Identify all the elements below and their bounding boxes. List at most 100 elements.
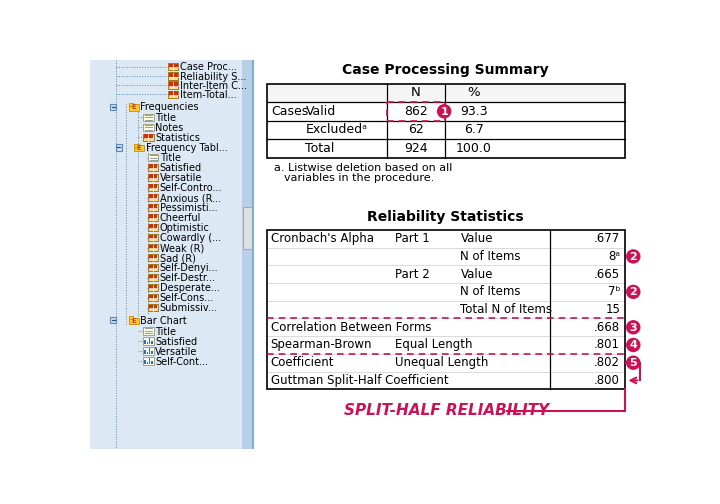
Bar: [143, 134, 153, 141]
Bar: [129, 318, 139, 324]
Text: Part 1: Part 1: [395, 232, 429, 245]
Bar: [169, 73, 178, 78]
Text: Self-Destr...: Self-Destr...: [160, 273, 216, 283]
Circle shape: [627, 286, 639, 298]
Bar: [110, 104, 117, 110]
Text: 862: 862: [404, 105, 428, 118]
Bar: [168, 81, 179, 89]
Text: %: %: [468, 86, 480, 99]
Text: Value: Value: [461, 232, 493, 245]
Text: Satisfied: Satisfied: [155, 337, 197, 347]
Bar: [148, 154, 158, 161]
Text: Correlation Between Forms: Correlation Between Forms: [271, 321, 431, 334]
Bar: [168, 91, 179, 98]
Text: E: E: [131, 318, 136, 324]
Text: N of Items: N of Items: [461, 285, 521, 298]
Text: Guttman Split-Half Coefficient: Guttman Split-Half Coefficient: [271, 374, 448, 387]
Text: Self-Denyi...: Self-Denyi...: [160, 264, 218, 273]
Bar: [149, 244, 158, 249]
Bar: [110, 317, 117, 323]
Bar: [169, 91, 178, 96]
Bar: [149, 275, 158, 279]
Text: Cases: Cases: [271, 105, 309, 118]
Text: 62: 62: [408, 123, 424, 136]
Bar: [243, 207, 252, 249]
Bar: [143, 113, 153, 121]
Bar: [149, 215, 158, 219]
Bar: [149, 234, 158, 239]
Text: 15: 15: [606, 303, 620, 316]
Bar: [266, 230, 625, 389]
Bar: [129, 104, 139, 110]
Text: 100.0: 100.0: [456, 142, 492, 155]
Text: 6.7: 6.7: [464, 123, 484, 136]
Text: Coefficient: Coefficient: [271, 356, 334, 369]
Text: .668: .668: [594, 321, 620, 334]
Bar: [151, 351, 153, 354]
Bar: [387, 102, 445, 120]
Bar: [151, 341, 153, 344]
Text: Bar Chart: Bar Chart: [140, 316, 187, 326]
Bar: [266, 84, 625, 157]
Text: E: E: [137, 145, 141, 151]
Text: Item-Total...: Item-Total...: [180, 90, 237, 100]
Text: variables in the procedure.: variables in the procedure.: [284, 173, 434, 183]
Text: Statistics: Statistics: [155, 133, 200, 143]
Bar: [168, 72, 179, 80]
Text: N: N: [411, 86, 420, 99]
Bar: [148, 214, 158, 221]
Bar: [148, 254, 158, 262]
Bar: [144, 340, 145, 344]
Bar: [148, 194, 158, 202]
Bar: [148, 294, 158, 301]
Text: Self-Contro...: Self-Contro...: [160, 183, 222, 194]
Text: Valid: Valid: [305, 105, 336, 118]
Bar: [134, 145, 144, 151]
Bar: [143, 327, 153, 335]
Circle shape: [627, 356, 639, 369]
Circle shape: [627, 339, 639, 351]
Text: Case Proc...: Case Proc...: [180, 62, 237, 73]
Text: 93.3: 93.3: [460, 105, 488, 118]
Text: .800: .800: [594, 374, 620, 387]
Bar: [147, 361, 148, 364]
Text: Cowardly (...: Cowardly (...: [160, 233, 221, 243]
Bar: [148, 183, 158, 192]
Bar: [149, 174, 158, 179]
Bar: [149, 339, 150, 344]
Text: Notes: Notes: [155, 123, 184, 133]
Text: 1: 1: [441, 107, 448, 117]
Text: Equal Length: Equal Length: [395, 339, 472, 351]
Bar: [149, 184, 158, 189]
Bar: [144, 135, 153, 139]
Bar: [148, 304, 158, 311]
Bar: [149, 164, 158, 169]
Text: Cheerful: Cheerful: [160, 213, 201, 223]
Text: Desperate...: Desperate...: [160, 283, 220, 293]
Text: .665: .665: [594, 268, 620, 281]
Bar: [242, 60, 253, 449]
Bar: [149, 285, 158, 289]
Bar: [134, 144, 139, 147]
Text: Versatile: Versatile: [160, 173, 202, 183]
Text: Reliability Statistics: Reliability Statistics: [367, 210, 524, 224]
Text: Case Processing Summary: Case Processing Summary: [343, 64, 549, 78]
Text: 3: 3: [629, 323, 637, 333]
Bar: [116, 145, 122, 151]
Bar: [143, 357, 153, 364]
Text: Title: Title: [160, 153, 181, 163]
Bar: [148, 274, 158, 281]
Text: 7ᵇ: 7ᵇ: [608, 285, 620, 298]
Text: Title: Title: [155, 113, 176, 123]
Text: 924: 924: [404, 142, 428, 155]
Bar: [147, 352, 148, 354]
Text: Cronbach's Alpha: Cronbach's Alpha: [271, 232, 374, 245]
Circle shape: [627, 250, 639, 263]
Bar: [129, 103, 133, 106]
Text: Weak (R): Weak (R): [160, 243, 204, 254]
Bar: [143, 337, 153, 345]
Circle shape: [627, 321, 639, 334]
Text: Total: Total: [305, 142, 335, 155]
Text: E: E: [131, 104, 136, 110]
Text: .801: .801: [594, 339, 620, 351]
